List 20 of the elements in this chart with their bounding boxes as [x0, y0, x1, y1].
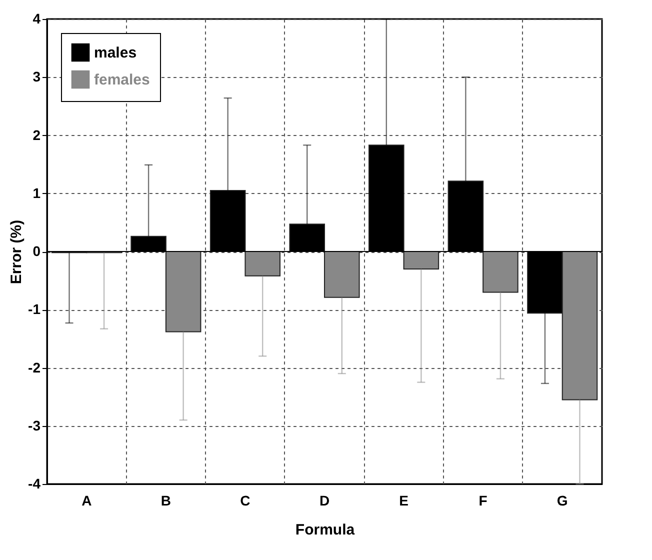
x-tick-label: F — [478, 492, 488, 508]
y-tick-label: 2 — [32, 126, 41, 143]
x-tick-label: C — [240, 492, 250, 508]
y-axis-title: Error (%) — [8, 220, 26, 284]
x-tick-label: G — [556, 492, 568, 508]
x-tick-label: B — [160, 492, 171, 508]
x-tick-label: E — [399, 492, 408, 508]
legend-label: males — [94, 44, 137, 62]
y-tick-label: 4 — [32, 10, 41, 26]
legend-label: females — [94, 72, 150, 88]
y-tick-label: 0 — [32, 243, 41, 259]
y-tick-label: 1 — [32, 184, 41, 201]
y-tick-label: -3 — [28, 417, 41, 434]
y-tick-label: 3 — [32, 68, 41, 85]
y-tick-label: -2 — [28, 359, 41, 376]
y-tick-label: -4 — [28, 476, 41, 492]
x-tick-label: D — [319, 492, 330, 508]
y-tick-label: -1 — [28, 301, 41, 318]
x-axis-title: Formula — [295, 522, 356, 538]
x-tick-label: A — [82, 492, 92, 508]
